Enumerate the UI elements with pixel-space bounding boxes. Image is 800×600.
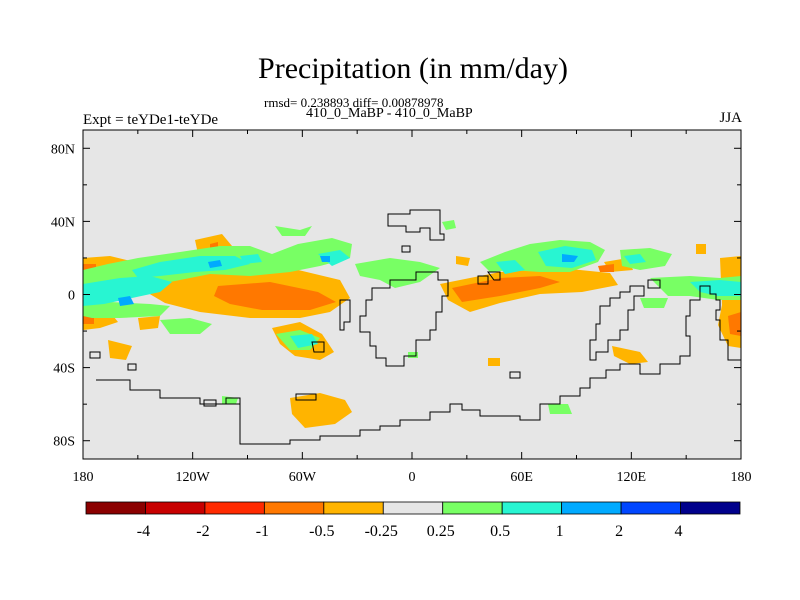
colorbar-swatch bbox=[442, 501, 503, 515]
colorbar-label: -0.5 bbox=[309, 523, 334, 540]
colorbar-label: 2 bbox=[615, 523, 623, 540]
season-label: JJA bbox=[719, 110, 742, 126]
lat-tick-label: 40N bbox=[51, 215, 75, 230]
colorbar-swatch bbox=[204, 501, 265, 515]
red-orange-contours bbox=[83, 242, 741, 336]
colorbar-swatch bbox=[145, 501, 206, 515]
blue-contours bbox=[118, 254, 578, 306]
colorbar-label: 0.25 bbox=[427, 523, 455, 540]
lon-tick-label: 60W bbox=[289, 470, 317, 485]
colorbar-swatch bbox=[323, 501, 384, 515]
longitude-axis: 180 120W 60W 0 60E 120E 180 bbox=[73, 130, 752, 485]
colorbar-label: 4 bbox=[675, 523, 683, 540]
plot-title: Precipitation (in mm/day) bbox=[258, 52, 568, 85]
colorbar-swatch bbox=[680, 501, 741, 515]
lat-tick-label: 0 bbox=[68, 289, 75, 304]
colorbar-swatch bbox=[263, 501, 325, 515]
colorbar-label: -0.25 bbox=[365, 523, 398, 540]
colorbar-swatch bbox=[382, 501, 444, 515]
colorbar-label: -4 bbox=[137, 523, 150, 540]
colorbar-label: -2 bbox=[196, 523, 209, 540]
continent-outlines bbox=[89, 209, 741, 445]
latitude-axis: 80N 40N 0 40S 80S bbox=[51, 142, 741, 450]
lon-tick-label: 120E bbox=[617, 470, 647, 485]
colorbar: -4 -2 -1 -0.5 -0.25 0.25 0.5 1 2 4 bbox=[85, 501, 741, 540]
comparison-label: 410_0_MaBP - 410_0_MaBP bbox=[306, 106, 473, 121]
lon-tick-label: 180 bbox=[73, 470, 94, 485]
colorbar-label: 0.5 bbox=[490, 523, 510, 540]
lon-tick-label: 180 bbox=[731, 470, 752, 485]
lat-tick-label: 80S bbox=[53, 435, 75, 450]
cyan-contours bbox=[83, 246, 741, 348]
rmsd-diff-subtitle: rmsd= 0.238893 diff= 0.00878978 bbox=[264, 95, 444, 110]
precipitation-field bbox=[83, 220, 741, 428]
colorbar-label: -1 bbox=[256, 523, 269, 540]
colorbar-swatch bbox=[85, 501, 146, 515]
colorbar-swatch bbox=[501, 501, 563, 515]
lon-tick-label: 0 bbox=[409, 470, 416, 485]
colorbar-swatch bbox=[620, 501, 681, 515]
colorbar-label: 1 bbox=[556, 523, 564, 540]
lat-tick-label: 40S bbox=[53, 362, 75, 377]
lon-tick-label: 60E bbox=[510, 470, 533, 485]
experiment-label: Expt = teYDe1-teYDe bbox=[83, 112, 219, 128]
lon-tick-label: 120W bbox=[176, 470, 211, 485]
colorbar-swatch bbox=[561, 501, 622, 515]
lat-tick-label: 80N bbox=[51, 142, 75, 157]
